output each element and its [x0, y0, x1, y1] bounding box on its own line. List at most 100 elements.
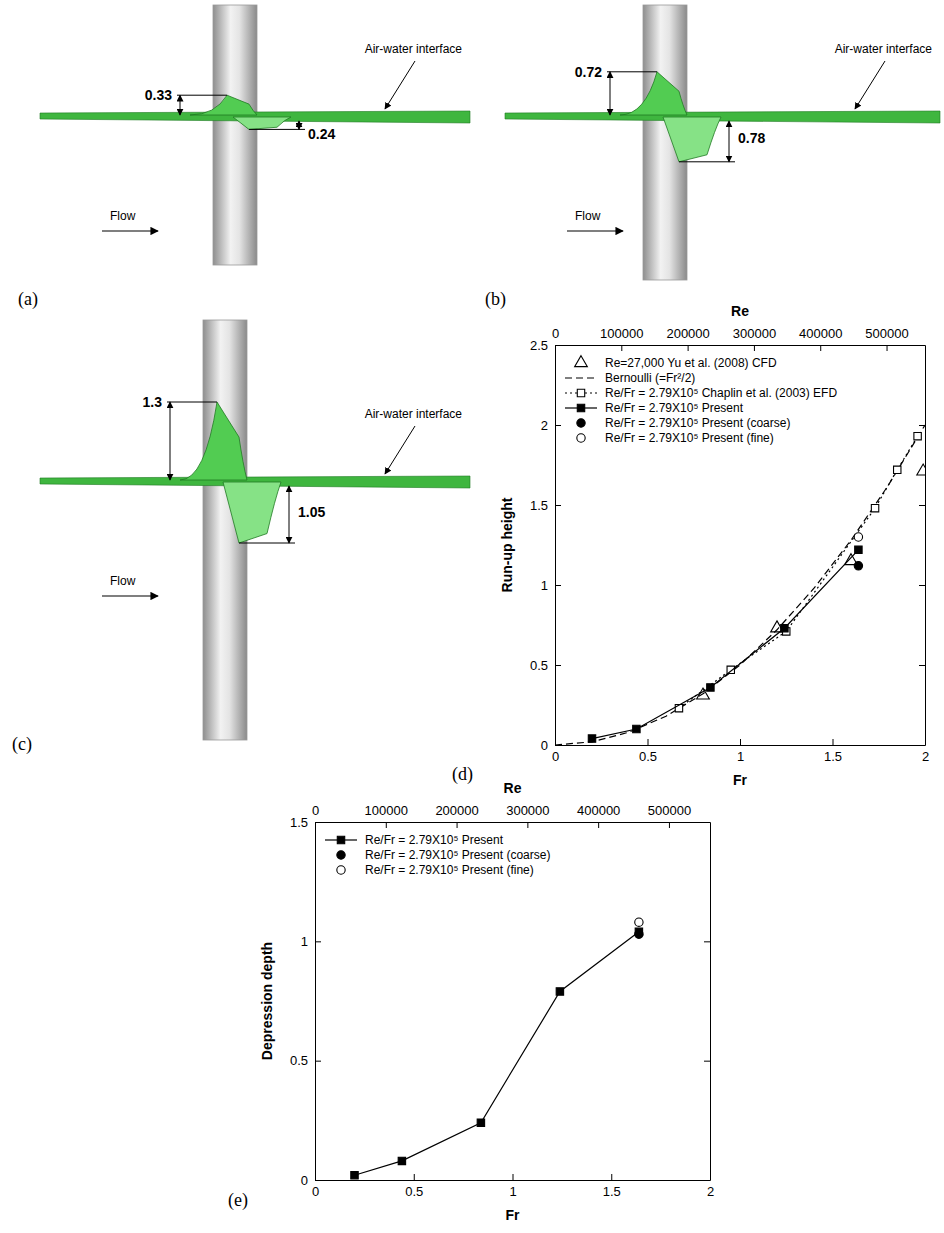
dimension-arrow: [299, 121, 300, 129]
axis-line: [556, 745, 926, 746]
tick-mark: [555, 585, 561, 586]
depression-trough: [233, 117, 291, 129]
tick-label: 400000: [799, 326, 842, 341]
data-point: [556, 988, 563, 995]
series-line: [555, 425, 925, 745]
data-point: [855, 546, 862, 553]
rendering-panel: 0.720.78Air-water interfaceFlow(b): [485, 5, 940, 310]
legend-label: Re/Fr = 2.79X10⁵ Present (fine): [605, 431, 774, 445]
tick-mark: [833, 739, 834, 745]
interface-pointer: [385, 61, 415, 109]
tick-mark: [611, 1174, 612, 1180]
figure: 0.330.24Air-water interfaceFlow(a)0.720.…: [0, 0, 944, 1233]
flow-arrow: [102, 230, 158, 231]
series-line: [679, 436, 918, 708]
tick: 300000: [733, 326, 776, 351]
tick-label: 0: [552, 749, 559, 764]
tick: 0: [552, 326, 559, 351]
legend-entry: Re/Fr = 2.79X10⁵ Present (fine): [337, 863, 534, 877]
x-axis-title: Fr: [506, 1207, 521, 1223]
data-point: [854, 533, 862, 541]
legend-marker: [575, 356, 588, 367]
tick: 2: [541, 418, 561, 433]
tick: [704, 1180, 710, 1181]
tick-label: 300000: [506, 803, 549, 818]
tick-mark: [704, 822, 710, 823]
tick-mark: [648, 739, 649, 745]
dimension-line: [249, 129, 305, 130]
tick: 200000: [666, 326, 709, 351]
legend-entry: Re/Fr = 2.79X10⁵ Present (fine): [577, 431, 774, 445]
tick-mark: [315, 1061, 321, 1062]
data-point: [633, 725, 640, 732]
tick-label: 2.5: [530, 338, 548, 353]
legend: Re/Fr = 2.79X10⁵ PresentRe/Fr = 2.79X10⁵…: [325, 833, 550, 877]
x-axis: 00.511.52: [312, 1174, 714, 1199]
tick-mark: [555, 665, 561, 666]
tick-label: 500000: [648, 803, 691, 818]
flow-arrow: [567, 230, 623, 231]
y-axis: 0 0.5 1 1.5: [290, 815, 321, 1188]
legend-label: Re=27,000 Yu et al. (2008) CFD: [605, 356, 777, 370]
tick-label: 300000: [733, 326, 776, 341]
tick: [919, 585, 925, 586]
tick-label: 0: [312, 1184, 319, 1199]
tick: 1: [541, 578, 561, 593]
legend-label: Re/Fr = 2.79X10⁵ Present: [605, 401, 744, 415]
legend-marker: [577, 404, 584, 411]
panel-label: (a): [18, 289, 38, 310]
tick: [704, 822, 710, 823]
tick: 1.5: [530, 498, 561, 513]
tick-label: 0.5: [405, 1184, 423, 1199]
tick: 200000: [435, 803, 478, 828]
tick-mark: [457, 822, 458, 828]
tick-mark: [555, 345, 556, 351]
data-point: [781, 624, 788, 631]
legend-label: Re/Fr = 2.79X10⁵ Present (coarse): [365, 848, 550, 862]
tick-mark: [919, 345, 925, 346]
plot-area: [351, 918, 643, 1179]
tick-mark: [919, 585, 925, 586]
right-axis: [704, 823, 711, 1181]
tick: 0: [541, 738, 561, 753]
tick: 0.5: [290, 1053, 321, 1068]
tick-label: 0: [552, 326, 559, 341]
y-axis-title: Depression depth: [259, 942, 275, 1060]
panel-label: (b): [485, 289, 506, 310]
tick-label: 400000: [577, 803, 620, 818]
tick-label: 1: [509, 1184, 516, 1199]
tick-mark: [919, 745, 925, 746]
tick-label: 1.5: [290, 815, 308, 830]
tick-mark: [688, 345, 689, 351]
dimension-arrow: [610, 72, 611, 115]
cylinder: [213, 5, 257, 265]
x2-axis-title: Re: [731, 303, 749, 319]
tick-mark: [754, 345, 755, 351]
tick-label: 2: [541, 418, 548, 433]
legend-marker: [337, 836, 344, 843]
tick: 100000: [600, 326, 643, 351]
run-up-bump: [190, 95, 257, 115]
top-axis: 0100000200000300000400000500000: [552, 326, 926, 351]
tick: 1: [301, 934, 321, 949]
interface-label: Air-water interface: [365, 407, 463, 421]
legend-entry: Re/Fr = 2.79X10⁵ Present (coarse): [577, 416, 791, 430]
tick: [704, 941, 710, 942]
dimension-line: [679, 161, 735, 162]
axis-line: [925, 346, 926, 746]
tick-label: 0: [312, 803, 319, 818]
data-point: [398, 1157, 405, 1164]
tick-mark: [919, 505, 925, 506]
tick-label: 200000: [666, 326, 709, 341]
tick-label: 0.5: [639, 749, 657, 764]
tick-mark: [414, 1174, 415, 1180]
data-point: [917, 464, 925, 475]
tick-label: 1: [541, 578, 548, 593]
data-point: [351, 1172, 358, 1179]
legend-marker: [337, 866, 345, 874]
top-axis: 0100000200000300000400000500000: [312, 803, 711, 828]
depression-trough: [223, 482, 281, 543]
tick-label: 200000: [435, 803, 478, 818]
tick-mark: [887, 345, 888, 351]
tick-label: 0: [301, 1173, 308, 1188]
